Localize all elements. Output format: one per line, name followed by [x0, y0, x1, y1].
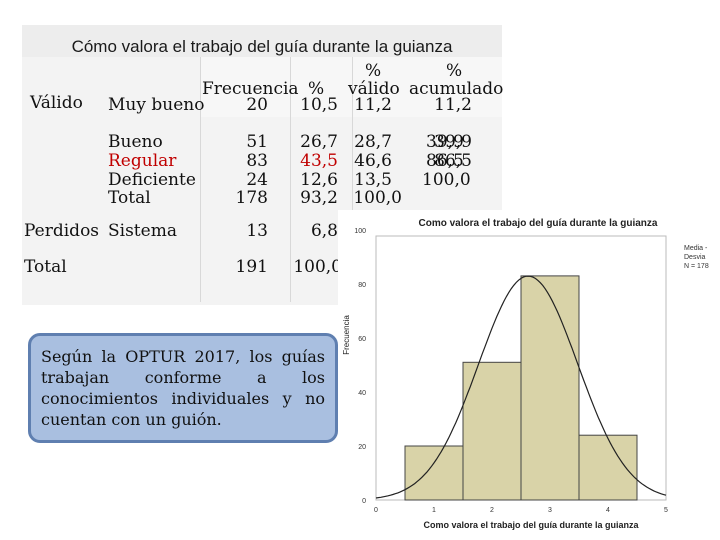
row-cumulative-percent: 86,5 [434, 151, 472, 171]
row-cumulative-percent: 86,5 [426, 151, 464, 171]
histogram-chart: Como valora el trabajo del guía durante … [338, 210, 720, 540]
chart-title: Como valora el trabajo del guía durante … [419, 218, 658, 229]
group-valido: Válido [30, 93, 83, 113]
header-percent: % [308, 79, 325, 99]
histogram-bar [404, 445, 464, 501]
note-text: Según la OPTUR 2017, los guías trabajan … [41, 347, 325, 429]
histogram-bar [462, 361, 522, 501]
missing-row-percent: 6,8 [310, 221, 338, 241]
x-tick-label: 2 [490, 507, 494, 514]
row-valid-percent: 11,2 [354, 95, 392, 115]
x-tick-label: 5 [664, 507, 668, 514]
row-label: Muy bueno [108, 95, 205, 115]
row-label: Deficiente [108, 170, 196, 190]
y-tick-label: 80 [358, 282, 366, 289]
row-percent: 93,2 [300, 188, 338, 208]
row-percent-highlighted: 43,5 [300, 151, 338, 171]
header-frecuencia: Frecuencia [202, 79, 299, 99]
x-tick-label: 0 [374, 507, 378, 514]
row-label: Bueno [108, 132, 163, 152]
grand-total-percent: 100,0 [293, 257, 342, 277]
note-box: Según la OPTUR 2017, los guías trabajan … [28, 333, 338, 443]
row-cumulative-percent: 11,2 [434, 95, 472, 115]
row-percent: 12,6 [300, 170, 338, 190]
header-valid-percent-line2: válido [348, 79, 400, 99]
x-axis-label: Como valora el trabajo del guía durante … [423, 520, 639, 530]
header-cumulative-percent-line2: acumulado [409, 79, 504, 99]
header-cumulative-percent-line1: % [446, 61, 463, 81]
missing-row-frequency: 13 [246, 221, 268, 241]
y-tick-label: 20 [358, 444, 366, 451]
row-valid-percent: 100,0 [353, 188, 402, 208]
grand-total-frequency: 191 [235, 257, 268, 277]
header-valid-percent-line1: % [365, 61, 382, 81]
histogram-svg: Como valora el trabajo del guía durante … [342, 218, 709, 530]
column-divider [200, 57, 201, 302]
legend-fragment-line: Desvia [684, 254, 706, 261]
row-percent: 10,5 [300, 95, 338, 115]
y-tick-label: 60 [358, 336, 366, 343]
x-tick-label: 1 [432, 507, 436, 514]
grand-total-label: Total [24, 257, 67, 277]
y-tick-label: 40 [358, 390, 366, 397]
normal-curve [375, 275, 667, 499]
missing-row-label: Sistema [108, 221, 177, 241]
x-tick-label: 4 [606, 507, 610, 514]
row-valid-percent: 28,7 [354, 132, 392, 152]
group-perdidos: Perdidos [24, 221, 100, 241]
row-cumulative-percent: 39,9 [426, 132, 464, 152]
table-title: Cómo valora el trabajo del guía durante … [22, 25, 502, 57]
legend-fragment-line: N = 178 [684, 263, 709, 270]
row-frequency: 24 [246, 170, 268, 190]
histogram-bar [578, 434, 638, 501]
row-frequency: 51 [246, 132, 268, 152]
column-divider [352, 57, 353, 302]
header-area [200, 57, 502, 117]
row-cumulative-percent: 39,9 [434, 132, 472, 152]
row-percent: 26,7 [300, 132, 338, 152]
frequency-table: Cómo valora el trabajo del guía durante … [22, 25, 504, 305]
column-divider [290, 57, 291, 302]
row-frequency: 83 [246, 151, 268, 171]
y-axis-label: Frecuencia [342, 315, 351, 355]
row-valid-percent: 46,6 [354, 151, 392, 171]
x-tick-label: 3 [548, 507, 552, 514]
legend-fragment-line: Media - [684, 245, 708, 252]
row-label: Total [108, 188, 151, 208]
row-frequency: 178 [235, 188, 268, 208]
row-valid-percent: 13,5 [354, 170, 392, 190]
row-label-highlighted: Regular [108, 151, 177, 171]
y-tick-label: 0 [362, 498, 366, 505]
histogram-bar [520, 275, 580, 501]
row-frequency: 20 [246, 95, 268, 115]
y-tick-label: 100 [354, 228, 366, 235]
row-cumulative-percent: 100,0 [422, 170, 471, 190]
